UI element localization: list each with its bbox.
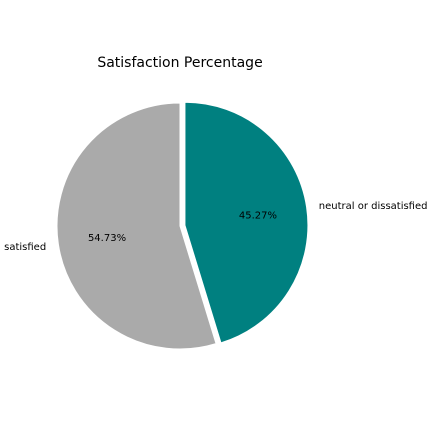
chart-title: Satisfaction Percentage [97,55,262,71]
slice-label-0: neutral or dissatisfied [319,201,428,212]
slice-percent-label-0: 45.27% [239,210,277,221]
pie-slice-0 [184,101,309,344]
pie-slice-1 [56,102,217,350]
pie-labels: neutral or dissatisfied 45.27% satisfied 54… [4,201,427,253]
slice-label-1: satisfied [4,242,46,253]
pie-slices [56,101,309,350]
slice-percent-label-1: 54.73% [88,233,126,244]
